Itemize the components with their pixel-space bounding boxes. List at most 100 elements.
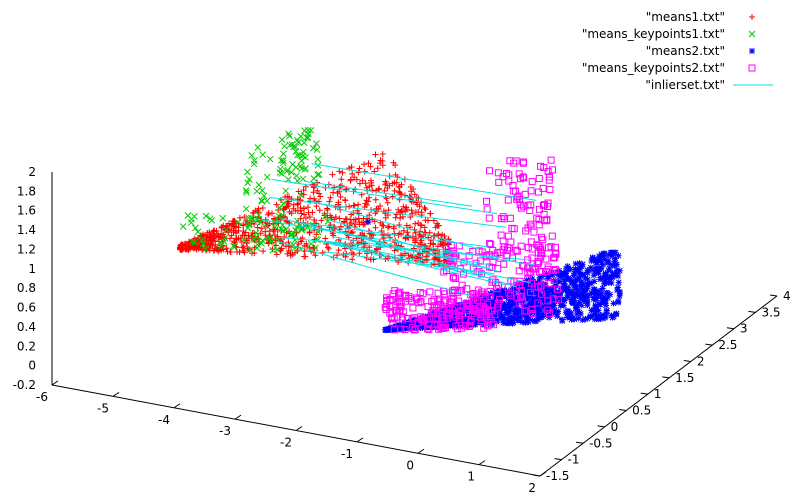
means1-point	[317, 193, 324, 200]
means-keypoints2-point	[555, 295, 563, 303]
means-keypoints1-point	[202, 212, 210, 220]
means2-point	[439, 313, 446, 320]
means1-point	[383, 180, 390, 187]
means-keypoints1-point	[249, 215, 257, 223]
means2-point	[573, 266, 580, 273]
inlier-line	[269, 196, 506, 228]
means1-point	[366, 183, 373, 190]
means1-point	[302, 215, 309, 222]
means2-point	[539, 273, 546, 280]
means-keypoints2-point	[535, 175, 543, 183]
means2-point	[510, 319, 517, 326]
means-keypoints2-point	[533, 241, 541, 249]
means2-point	[555, 270, 562, 277]
legend-label: "means2.txt"	[646, 44, 725, 58]
means1-point	[314, 187, 321, 194]
means2-point	[559, 296, 566, 303]
means1-point	[398, 231, 405, 238]
means2-point	[613, 310, 620, 317]
inlier-line	[303, 180, 473, 207]
means2-point	[578, 278, 585, 285]
means1-point	[324, 206, 331, 213]
means-keypoints2-point	[550, 276, 558, 284]
means-keypoints1-point	[198, 237, 205, 244]
means-keypoints2-point	[522, 227, 530, 235]
means1-point	[385, 232, 392, 239]
means1-point	[416, 231, 423, 238]
means2-point	[591, 316, 598, 323]
means1-point	[239, 232, 246, 239]
means-keypoints2-point	[449, 306, 457, 314]
means1-point	[384, 224, 391, 231]
x-tick-label: 2	[528, 481, 536, 495]
inlier-line	[278, 236, 529, 261]
means2-point	[602, 298, 609, 305]
means-keypoints1-point	[260, 192, 268, 200]
means2-point	[594, 268, 601, 275]
means2-point	[579, 261, 586, 268]
means1-point	[310, 189, 317, 196]
means-keypoints1-point	[278, 211, 286, 219]
means1-point	[359, 177, 366, 184]
means-keypoints1-point	[314, 155, 322, 163]
means1-point	[346, 203, 353, 210]
means1-point	[236, 249, 243, 256]
means-keypoints1-point	[291, 236, 299, 244]
means-keypoints2-point	[527, 187, 535, 195]
means1-point	[343, 216, 350, 223]
means-keypoints1-point	[254, 241, 261, 248]
means-keypoints1-point	[255, 181, 263, 189]
means1-point	[402, 234, 409, 241]
means-keypoints2-point	[439, 305, 447, 313]
means2-point	[612, 249, 619, 256]
means-keypoints2-point	[478, 270, 486, 278]
x-tick-mark	[417, 448, 425, 454]
means-keypoints2-point	[535, 216, 543, 224]
data-points	[177, 126, 623, 334]
means2-point	[578, 302, 585, 309]
means-keypoints2-point	[534, 283, 542, 291]
means-keypoints2-point	[544, 199, 552, 207]
means-keypoints2-point	[534, 299, 542, 307]
means-keypoints1-point	[267, 234, 274, 242]
means1-point	[299, 235, 306, 242]
means2-point	[613, 270, 620, 277]
means1-point	[300, 205, 307, 212]
means2-point	[481, 299, 488, 306]
means2-point	[493, 317, 500, 324]
means1-point	[262, 228, 269, 235]
means2-point	[543, 290, 550, 297]
means-keypoints1-point	[278, 170, 286, 177]
means1-point	[409, 254, 416, 261]
means-keypoints2-point	[409, 304, 417, 312]
means-keypoints2-point	[510, 159, 518, 167]
means2-point	[561, 297, 568, 304]
means1-point	[361, 240, 368, 247]
means-keypoints2-point	[552, 250, 560, 258]
means2-point	[550, 302, 557, 309]
means-keypoints2-point	[503, 247, 511, 255]
means1-point	[304, 204, 311, 211]
means-keypoints2-point	[504, 196, 512, 204]
means-keypoints2-point	[520, 202, 528, 210]
means2-point	[500, 305, 507, 312]
means2-point	[562, 287, 569, 294]
means-keypoints2-point	[540, 279, 548, 287]
means2-point	[550, 300, 557, 307]
means2-point	[601, 250, 608, 257]
means1-point	[297, 215, 304, 222]
means-keypoints2-point	[551, 265, 559, 273]
means-keypoints2-point	[489, 258, 497, 266]
means2-point	[528, 296, 535, 303]
means2-point	[614, 284, 621, 291]
means2-point	[604, 290, 611, 297]
means1-point	[297, 197, 304, 204]
means-keypoints1-point	[194, 228, 202, 236]
means1-point	[297, 207, 304, 214]
means1-point	[422, 217, 429, 224]
means-keypoints2-point	[544, 263, 552, 271]
means2-point	[571, 281, 578, 288]
means2-point	[571, 270, 578, 277]
means1-point	[365, 198, 372, 205]
means-keypoints1-point	[231, 243, 238, 251]
